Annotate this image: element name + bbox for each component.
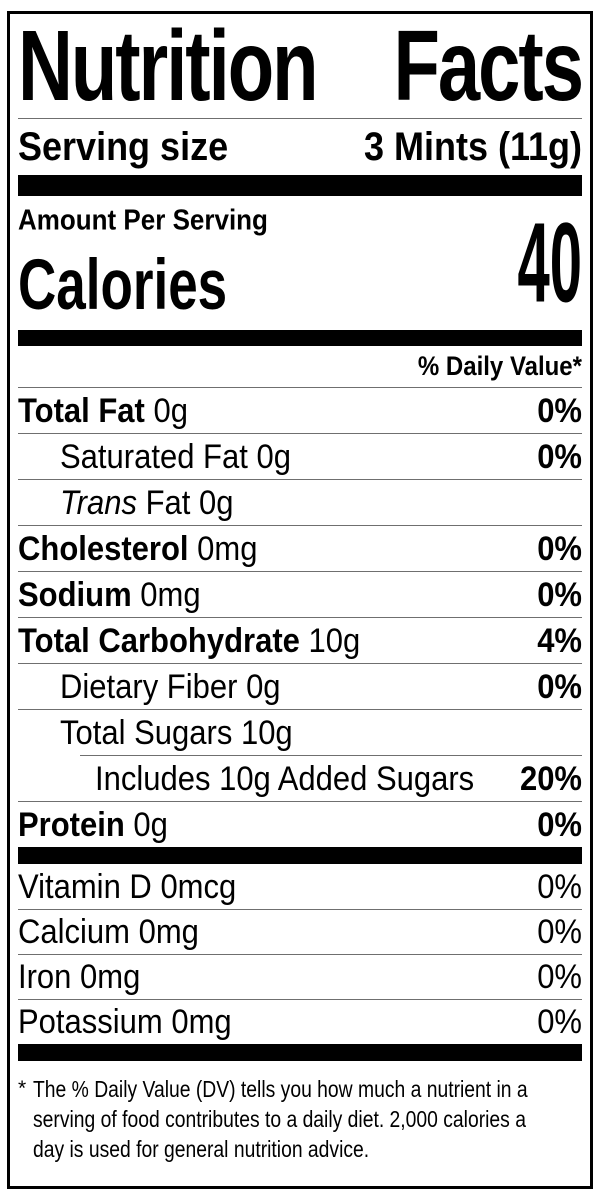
row-vitamin-d: Vitamin D 0mcg 0% — [18, 864, 582, 909]
row-iron: Iron 0mg 0% — [18, 954, 582, 999]
nutrient-rows: Total Fat 0g 0% Saturated Fat 0g 0% Tran… — [18, 387, 582, 847]
row-added-sugars: Includes 10g Added Sugars 20% — [18, 755, 582, 801]
nutrient-name-amount: Protein 0g — [18, 804, 168, 844]
nutrient-name-amount: Trans Fat 0g — [60, 482, 234, 522]
row-dietary-fiber: Dietary Fiber 0g 0% — [18, 663, 582, 709]
title-divider — [18, 118, 582, 119]
nutrient-dv: 0% — [537, 436, 582, 476]
nutrient-name-amount: Total Sugars 10g — [60, 712, 293, 752]
calories-value: 40 — [517, 200, 582, 327]
row-sodium: Sodium 0mg 0% — [18, 571, 582, 617]
separator-bar-bottom — [18, 1044, 582, 1061]
title-word-facts: Facts — [393, 11, 584, 123]
title-word-nutrition: Nutrition — [18, 11, 319, 123]
panel-title: Nutrition Facts — [18, 14, 584, 122]
amount-per-serving-label: Amount Per Serving — [18, 203, 268, 236]
nutrient-dv: 20% — [519, 758, 582, 798]
vitamin-dv: 0% — [537, 956, 582, 997]
row-trans-fat: Trans Fat 0g — [18, 479, 582, 525]
nutrient-dv: 0% — [537, 390, 582, 430]
separator-bar-protein — [18, 847, 582, 864]
nutrient-name-amount: Total Carbohydrate 10g — [18, 620, 361, 660]
nutrient-dv: 0% — [537, 804, 582, 844]
vitamin-dv: 0% — [537, 866, 582, 906]
footnote-line: serving of food contributes to a daily d… — [33, 1106, 526, 1132]
nutrient-dv: 4% — [537, 620, 582, 660]
daily-value-header: % Daily Value* — [417, 350, 582, 382]
calories-label: Calories — [18, 245, 228, 326]
row-total-fat: Total Fat 0g 0% — [18, 387, 582, 433]
vitamin-name-amount: Potassium 0mg — [18, 1001, 232, 1042]
nutrient-name-amount: Sodium 0mg — [18, 574, 201, 614]
nutrient-name-amount: Dietary Fiber 0g — [60, 666, 281, 706]
nutrient-name-amount: Total Fat 0g — [18, 390, 188, 430]
nutrient-dv: 0% — [537, 574, 582, 614]
footnote-line: The % Daily Value (DV) tells you how muc… — [33, 1076, 528, 1102]
row-total-carbohydrate: Total Carbohydrate 10g 4% — [18, 617, 582, 663]
vitamin-dv: 0% — [537, 911, 582, 952]
row-saturated-fat: Saturated Fat 0g 0% — [18, 433, 582, 479]
separator-bar-calories — [18, 330, 582, 346]
serving-size-label: Serving size — [18, 123, 229, 169]
added-sugars-indent-rule: Includes 10g Added Sugars 20% — [80, 755, 582, 801]
nutrient-name-amount: Cholesterol 0mg — [18, 528, 258, 568]
row-potassium: Potassium 0mg 0% — [18, 999, 582, 1044]
row-protein: Protein 0g 0% — [18, 801, 582, 847]
row-calcium: Calcium 0mg 0% — [18, 909, 582, 954]
nutrition-facts-panel: Nutrition Facts Serving size 3 Mints (11… — [7, 11, 593, 1189]
nutrient-dv: 0% — [537, 528, 582, 568]
separator-bar-top — [18, 175, 582, 196]
row-cholesterol: Cholesterol 0mg 0% — [18, 525, 582, 571]
vitamin-dv: 0% — [537, 1001, 582, 1042]
row-total-sugars: Total Sugars 10g — [18, 709, 582, 755]
vitamin-rows: Vitamin D 0mcg 0% Calcium 0mg 0% Iron 0m… — [18, 864, 582, 1044]
footnote-asterisk: * — [18, 1077, 27, 1100]
vitamin-name-amount: Calcium 0mg — [18, 911, 199, 952]
serving-size-row: Serving size 3 Mints (11g) — [18, 119, 582, 175]
vitamin-name-amount: Vitamin D 0mcg — [18, 866, 237, 906]
nutrient-name-amount: Saturated Fat 0g — [60, 436, 291, 476]
footnote: * The % Daily Value (DV) tells you how m… — [18, 1061, 582, 1164]
calories-section: Amount Per Serving Calories 40 — [18, 196, 582, 330]
nutrient-dv: 0% — [537, 666, 582, 706]
daily-value-header-row: % Daily Value* — [18, 346, 582, 387]
serving-size-value: 3 Mints (11g) — [363, 123, 582, 169]
footnote-line: day is used for general nutrition advice… — [33, 1136, 370, 1162]
footnote-text: The % Daily Value (DV) tells you how muc… — [33, 1074, 528, 1164]
vitamin-name-amount: Iron 0mg — [18, 956, 141, 997]
nutrient-name-amount: Includes 10g Added Sugars — [95, 758, 475, 798]
